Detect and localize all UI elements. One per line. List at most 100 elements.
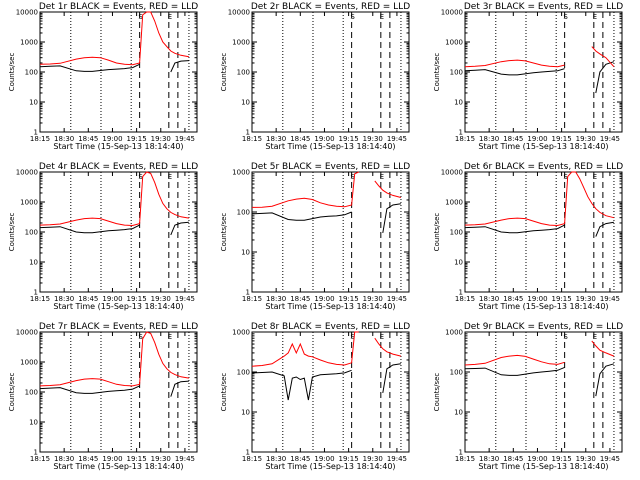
x-tick-label: 19:45	[175, 295, 195, 303]
series-lld-line	[591, 46, 615, 68]
y-tick-label: 10000	[16, 9, 38, 17]
y-tick-label: 1000	[20, 39, 38, 47]
x-tick-label: 19:30	[363, 135, 383, 143]
panel-title: Det 8r BLACK = Events, RED = LLD	[251, 322, 410, 332]
y-tick-label: 1	[246, 289, 250, 297]
panel-9: Det 9r BLACK = Events, RED = LLD 1 10 100 10…	[433, 322, 623, 471]
marker-label: E	[380, 333, 384, 341]
panel-5: Det 5r BLACK = Events, RED = LLD 1 10 100 10…	[220, 162, 410, 311]
series-lld-line	[374, 180, 402, 198]
plot-frame	[251, 331, 410, 453]
marker-label: S	[563, 13, 568, 21]
y-tick-label: 10	[454, 99, 463, 107]
y-tick-label: 1	[459, 449, 463, 457]
x-tick-label: 18:15	[455, 295, 475, 303]
y-tick-label: 10000	[16, 329, 38, 337]
x-tick-label: 19:30	[151, 135, 171, 143]
x-tick-label: 18:30	[54, 455, 74, 463]
y-tick-label: 100	[237, 369, 250, 377]
y-tick-label: 10	[454, 409, 463, 417]
x-tick-label: 19:15	[339, 295, 359, 303]
y-tick-label: 10000	[441, 9, 463, 17]
y-axis-label: Counts/sec	[8, 373, 16, 412]
y-tick-label: 100	[450, 369, 463, 377]
series-lld-line	[39, 331, 189, 387]
x-tick-label: 18:30	[54, 295, 74, 303]
plot-frame	[251, 171, 410, 293]
x-tick-label: 19:15	[127, 295, 147, 303]
y-tick-label: 1000	[232, 39, 250, 47]
y-axis-label: Counts/sec	[8, 213, 16, 252]
x-tick-label: 19:30	[363, 455, 383, 463]
x-tick-label: 19:15	[127, 455, 147, 463]
x-tick-label: 18:15	[30, 135, 50, 143]
panel-title: Det 7r BLACK = Events, RED = LLD	[39, 322, 198, 332]
series-events-line	[464, 366, 565, 376]
y-tick-label: 1000	[232, 169, 250, 177]
series-events-line	[251, 369, 352, 401]
x-tick-label: 19:30	[576, 455, 596, 463]
x-tick-label: 18:15	[242, 295, 262, 303]
panel-8: Det 8r BLACK = Events, RED = LLD 1 10 100 10…	[220, 322, 410, 471]
panel-title: Det 9r BLACK = Events, RED = LLD	[464, 322, 623, 332]
x-axis-label: Start Time (15-Sep-13 18:14:40)	[478, 462, 608, 471]
plot-frame	[464, 171, 623, 293]
y-tick-label: 10	[29, 419, 38, 427]
y-tick-label: 10000	[228, 9, 250, 17]
plot-frame	[39, 331, 198, 453]
marker-label: E	[593, 13, 597, 21]
x-axis-label: Start Time (15-Sep-13 18:14:40)	[53, 142, 183, 151]
y-axis-label: Counts/sec	[433, 373, 441, 412]
series-events-line	[39, 224, 140, 234]
x-tick-label: 18:30	[54, 135, 74, 143]
x-tick-label: 19:45	[387, 295, 407, 303]
plot-frame	[39, 11, 198, 133]
y-tick-label: 100	[237, 69, 250, 77]
marker-label: E	[168, 13, 172, 21]
y-tick-label: 100	[25, 389, 38, 397]
x-tick-label: 19:00	[314, 135, 334, 143]
y-tick-label: 10000	[441, 169, 463, 177]
marker-label: S	[563, 173, 568, 181]
series-lld-line	[251, 171, 359, 208]
x-tick-label: 19:00	[527, 455, 547, 463]
panel-title: Det 4r BLACK = Events, RED = LLD	[39, 162, 198, 172]
x-axis-label: Start Time (15-Sep-13 18:14:40)	[53, 302, 183, 311]
marker-label: S	[563, 333, 568, 341]
x-tick-label: 19:00	[527, 135, 547, 143]
plot-frame	[251, 11, 410, 133]
panel-title: Det 3r BLACK = Events, RED = LLD	[464, 2, 623, 12]
series-lld-line	[464, 354, 565, 366]
x-tick-label: 19:15	[127, 135, 147, 143]
y-tick-label: 1	[34, 129, 38, 137]
y-tick-label: 100	[450, 229, 463, 237]
x-tick-label: 18:30	[266, 295, 286, 303]
y-tick-label: 1	[246, 129, 250, 137]
series-events-line	[382, 363, 401, 393]
series-events-line	[464, 68, 565, 76]
y-tick-label: 100	[237, 209, 250, 217]
series-lld-line	[374, 337, 402, 357]
series-events-line	[39, 385, 140, 394]
y-tick-label: 1000	[445, 329, 463, 337]
x-tick-label: 19:00	[102, 135, 122, 143]
series-events-line	[251, 211, 352, 221]
x-tick-label: 19:45	[175, 455, 195, 463]
y-tick-label: 1	[34, 289, 38, 297]
x-tick-label: 18:45	[503, 135, 523, 143]
x-tick-label: 18:45	[290, 295, 310, 303]
x-tick-label: 19:45	[600, 295, 620, 303]
marker-label: E	[168, 333, 172, 341]
x-axis-label: Start Time (15-Sep-13 18:14:40)	[53, 462, 183, 471]
series-lld-line	[464, 59, 565, 68]
series-events-line	[39, 63, 140, 72]
y-axis-label: Counts/sec	[220, 213, 228, 252]
y-tick-label: 1000	[20, 359, 38, 367]
x-tick-label: 19:00	[527, 295, 547, 303]
x-tick-label: 19:15	[339, 455, 359, 463]
series-events-line	[382, 203, 401, 233]
series-lld-line	[591, 340, 615, 357]
x-tick-label: 18:30	[479, 455, 499, 463]
x-axis-label: Start Time (15-Sep-13 18:14:40)	[478, 142, 608, 151]
